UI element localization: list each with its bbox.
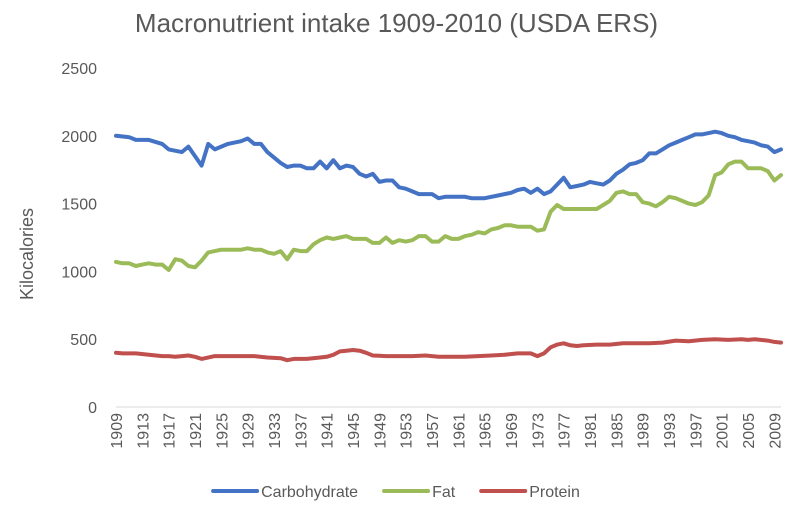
legend-item-carbohydrate: Carbohydrate bbox=[211, 484, 358, 501]
y-tick-label: 0 bbox=[88, 400, 97, 417]
x-tick-label: 1961 bbox=[451, 413, 468, 449]
series-lines bbox=[114, 129, 783, 363]
x-tick-label: 1909 bbox=[109, 413, 126, 449]
chart-title: Macronutrient intake 1909-2010 (USDA ERS… bbox=[134, 8, 659, 38]
x-tick-label: 1985 bbox=[609, 413, 626, 449]
x-tick-label: 1937 bbox=[293, 413, 310, 449]
x-tick-label: 1917 bbox=[162, 413, 179, 449]
x-tick-label: 1977 bbox=[557, 413, 574, 449]
x-tick-label: 1973 bbox=[530, 413, 547, 449]
legend-item-fat: Fat bbox=[382, 484, 456, 501]
x-tick-label: 2009 bbox=[767, 413, 784, 449]
x-tick-label: 1957 bbox=[425, 413, 442, 449]
legend-label: Fat bbox=[432, 484, 456, 501]
x-tick-label: 1965 bbox=[478, 413, 495, 449]
x-tick-label: 1925 bbox=[214, 413, 231, 449]
x-tick-label: 1933 bbox=[267, 413, 284, 449]
y-tick-label: 1000 bbox=[61, 264, 97, 281]
x-axis-ticks: 1909 1913 1917 1921 1925 1929 1933 1937 1941 1945… bbox=[109, 413, 784, 449]
x-tick-label: 1981 bbox=[583, 413, 600, 449]
legend-item-protein: Protein bbox=[479, 484, 580, 501]
x-tick-label: 2001 bbox=[715, 413, 732, 449]
y-tick-label: 2500 bbox=[61, 61, 97, 78]
x-tick-label: 1941 bbox=[320, 413, 337, 449]
y-tick-label: 1500 bbox=[61, 197, 97, 214]
legend: Carbohydrate Fat Protein bbox=[211, 484, 580, 501]
x-tick-label: 1921 bbox=[188, 413, 205, 449]
x-tick-label: 1913 bbox=[135, 413, 152, 449]
x-tick-label: 1989 bbox=[636, 413, 653, 449]
x-tick-label: 2005 bbox=[741, 413, 758, 449]
y-axis-ticks: 0 500 1000 1500 2000 2500 bbox=[61, 61, 97, 417]
series-line-fat bbox=[114, 159, 783, 272]
y-tick-label: 500 bbox=[70, 332, 97, 349]
x-tick-label: 1949 bbox=[372, 413, 389, 449]
x-tick-label: 1997 bbox=[688, 413, 705, 449]
x-tick-label: 1969 bbox=[504, 413, 521, 449]
legend-label: Protein bbox=[529, 484, 580, 501]
x-tick-label: 1993 bbox=[662, 413, 679, 449]
legend-label: Carbohydrate bbox=[261, 484, 358, 501]
y-axis-title: Kilocalories bbox=[17, 208, 37, 300]
y-tick-label: 2000 bbox=[61, 129, 97, 146]
x-tick-label: 1953 bbox=[399, 413, 416, 449]
series-line-carbohydrate bbox=[114, 129, 783, 201]
series-line-protein bbox=[114, 337, 783, 363]
x-tick-label: 1945 bbox=[346, 413, 363, 449]
x-tick-label: 1929 bbox=[241, 413, 258, 449]
